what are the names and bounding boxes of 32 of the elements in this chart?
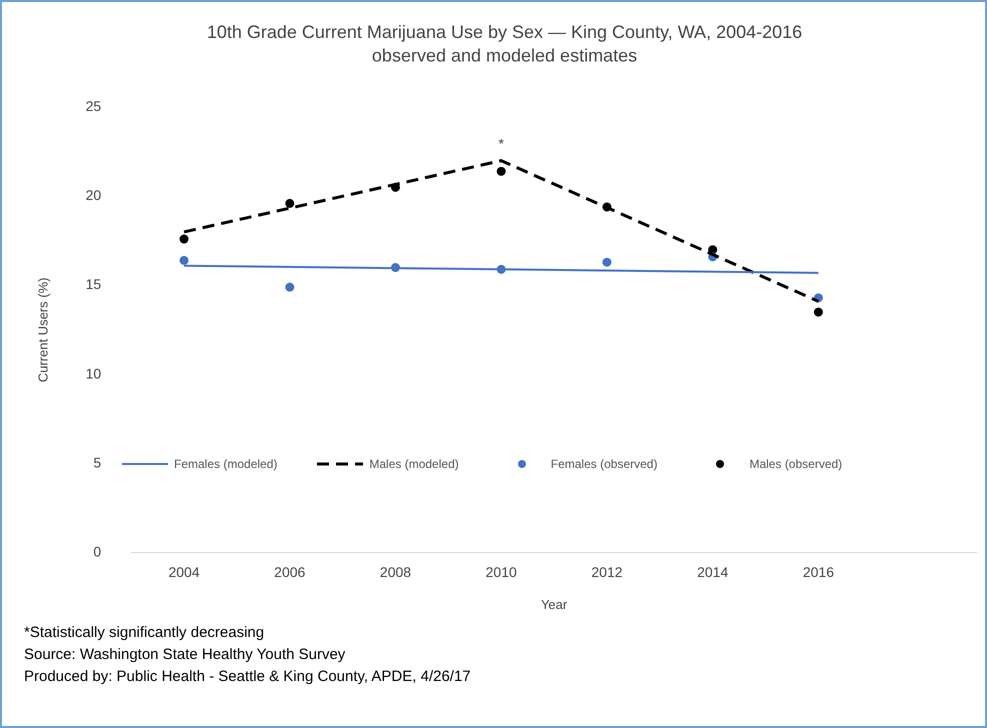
y-tick-label: 15: [86, 276, 102, 292]
chart-subtitle: observed and modeled estimates: [372, 45, 638, 66]
y-tick-label: 0: [93, 543, 102, 560]
point: [496, 166, 506, 176]
point: [180, 256, 189, 265]
chart-title: 10th Grade Current Marijuana Use by Sex — King County, WA, 2004-2016: [206, 22, 802, 42]
point: [602, 258, 612, 267]
x-tick-label: 2012: [591, 564, 623, 580]
y-axis-title: Current Users (%): [35, 278, 50, 382]
annotation: *: [498, 136, 504, 152]
x-axis-title: Year: [540, 596, 568, 612]
y-tick-label: 20: [86, 187, 102, 204]
x-tick-label: 2008: [380, 564, 412, 580]
x-tick-label: 2004: [168, 564, 200, 580]
source-note: Source: Washington State Healthy Youth Survey: [24, 645, 346, 665]
text: Produced by: Public Health - Seattle & King County, APDE, 4/26/17: [24, 667, 471, 687]
point: [285, 198, 294, 208]
x-tick-label: 2006: [274, 564, 306, 580]
x-tick-label: 2014: [697, 564, 728, 580]
y-tick-label: 10: [86, 365, 102, 382]
point: [814, 308, 823, 317]
x-tick-label: 2010: [486, 564, 517, 580]
legend-label: Males (observed): [749, 457, 842, 471]
y-tick-label: 5: [93, 454, 102, 470]
point: [180, 234, 189, 244]
text: *Statistically significantly decreasing: [24, 623, 266, 643]
y-tick-label: 25: [86, 98, 102, 114]
legend-label: Females (observed): [550, 457, 658, 471]
point: [285, 282, 294, 292]
legend-label: Males (modeled): [369, 457, 459, 471]
legend-label: Females (modeled): [174, 457, 278, 471]
x-tick-label: 2016: [802, 564, 834, 580]
